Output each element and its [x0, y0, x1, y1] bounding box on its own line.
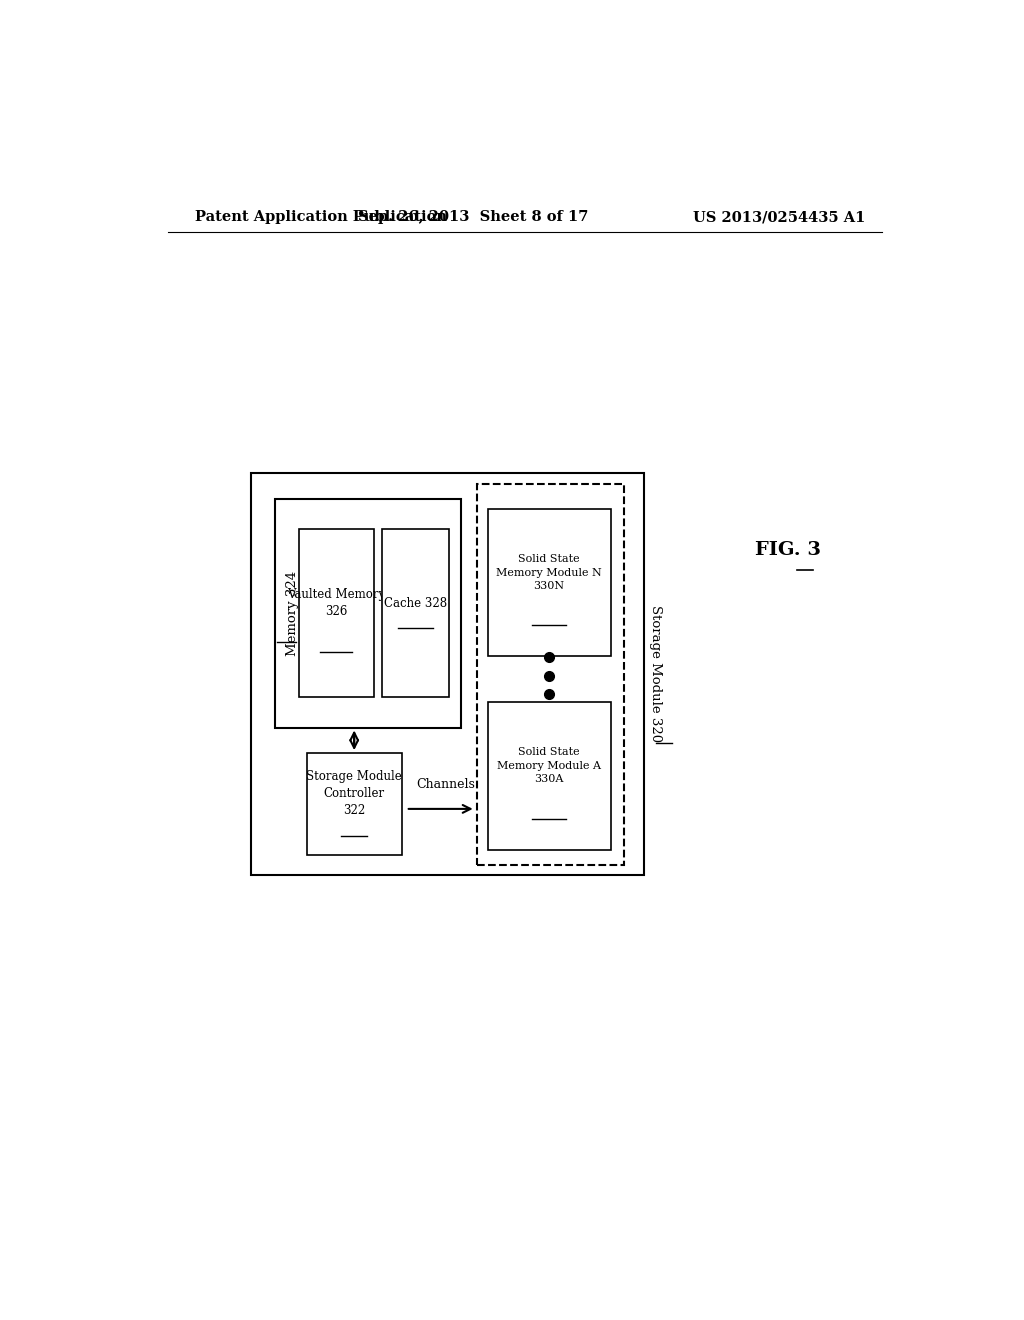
- Bar: [274, 499, 461, 727]
- Text: Storage Module
Controller
322: Storage Module Controller 322: [306, 770, 402, 817]
- Text: Storage Module 320: Storage Module 320: [649, 605, 663, 742]
- Text: Memory 324: Memory 324: [286, 570, 299, 656]
- Text: Sep. 26, 2013  Sheet 8 of 17: Sep. 26, 2013 Sheet 8 of 17: [358, 210, 589, 224]
- Bar: [299, 529, 374, 697]
- Text: US 2013/0254435 A1: US 2013/0254435 A1: [692, 210, 865, 224]
- Text: FIG. 3: FIG. 3: [755, 541, 821, 558]
- Text: Patent Application Publication: Patent Application Publication: [196, 210, 447, 224]
- Bar: [306, 752, 401, 854]
- Text: Solid State
Memory Module N
330N: Solid State Memory Module N 330N: [497, 554, 602, 591]
- Bar: [487, 702, 610, 850]
- Text: Channels: Channels: [416, 777, 475, 791]
- Bar: [487, 510, 610, 656]
- Text: Solid State
Memory Module A
330A: Solid State Memory Module A 330A: [497, 747, 601, 784]
- Text: Vaulted Memory
326: Vaulted Memory 326: [288, 589, 385, 618]
- Bar: [251, 474, 644, 875]
- Bar: [477, 483, 624, 865]
- Bar: [382, 529, 450, 697]
- Text: Cache 328: Cache 328: [384, 597, 447, 610]
